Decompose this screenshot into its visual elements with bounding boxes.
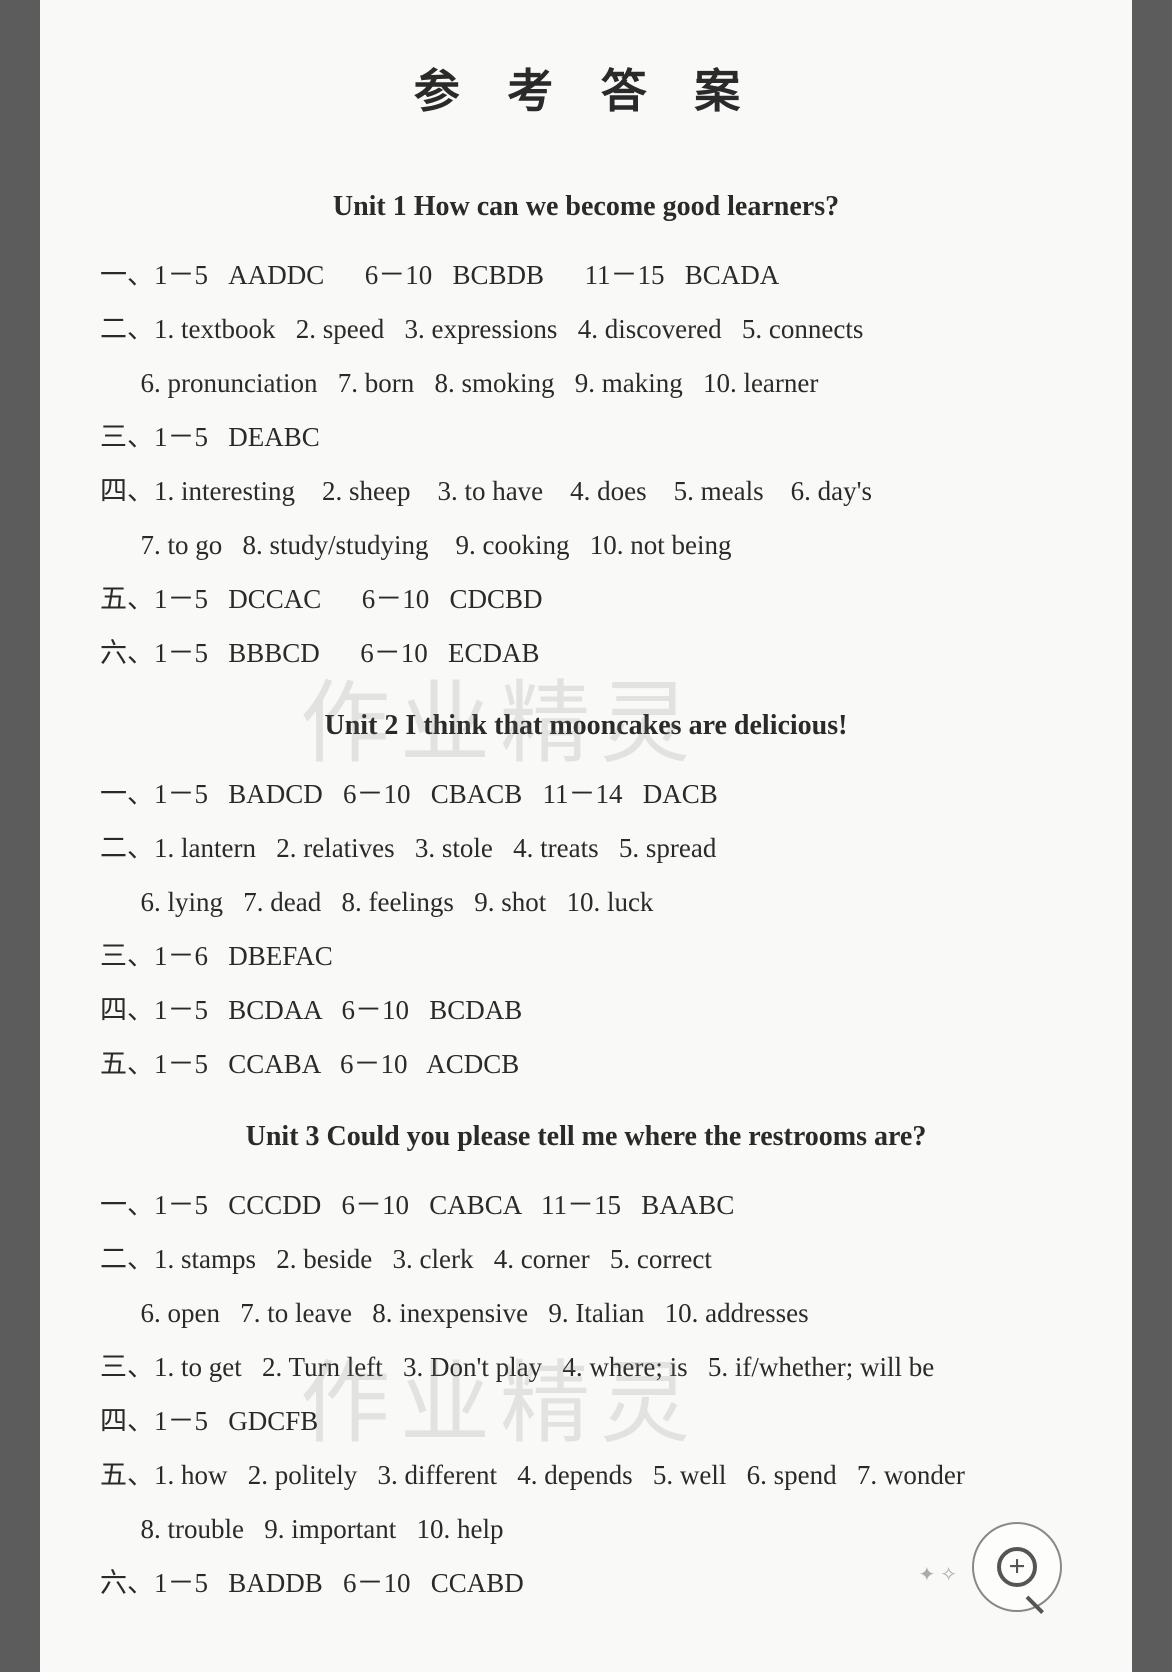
answer-line: 二、1. lantern 2. relatives 3. stole 4. tr… (100, 821, 1072, 875)
answer-line: 二、1. stamps 2. beside 3. clerk 4. corner… (100, 1232, 1072, 1286)
document-page: 参 考 答 案 Unit 1 How can we become good le… (40, 0, 1132, 1672)
answer-line: 6. lying 7. dead 8. feelings 9. shot 10.… (100, 875, 1072, 929)
answer-line: 一、1－5 AADDC 6－10 BCBDB 11－15 BCADA (100, 248, 1072, 302)
answer-line: 四、1. interesting 2. sheep 3. to have 4. … (100, 464, 1072, 518)
answer-line: 8. trouble 9. important 10. help (100, 1502, 1072, 1556)
magnifier-icon: + (997, 1547, 1037, 1587)
answer-line: 7. to go 8. study/studying 9. cooking 10… (100, 518, 1072, 572)
answer-line: 五、1－5 CCABA 6－10 ACDCB (100, 1037, 1072, 1091)
answer-line: 四、1－5 BCDAA 6－10 BCDAB (100, 983, 1072, 1037)
unit-2-heading: Unit 2 I think that mooncakes are delici… (100, 710, 1072, 742)
answer-line: 四、1－5 GDCFB (100, 1394, 1072, 1448)
answer-line: 三、1－5 DEABC (100, 410, 1072, 464)
unit-1-heading: Unit 1 How can we become good learners? (100, 191, 1072, 223)
plus-icon: + (1008, 1552, 1025, 1582)
page-title: 参 考 答 案 (100, 55, 1072, 121)
answer-line: 二、1. textbook 2. speed 3. expressions 4.… (100, 302, 1072, 356)
answer-line: 五、1. how 2. politely 3. different 4. dep… (100, 1448, 1072, 1502)
answer-line: 三、1. to get 2. Turn left 3. Don't play 4… (100, 1340, 1072, 1394)
answer-line: 6. open 7. to leave 8. inexpensive 9. It… (100, 1286, 1072, 1340)
answer-line: 一、1－5 BADCD 6－10 CBACB 11－14 DACB (100, 767, 1072, 821)
answer-line: 6. pronunciation 7. born 8. smoking 9. m… (100, 356, 1072, 410)
sparkle-icon: ✦ ✧ (918, 1562, 957, 1587)
answer-line: 一、1－5 CCCDD 6－10 CABCA 11－15 BAABC (100, 1178, 1072, 1232)
unit-3-heading: Unit 3 Could you please tell me where th… (100, 1121, 1072, 1153)
answer-line: 三、1－6 DBEFAC (100, 929, 1072, 983)
zoom-in-button[interactable]: + (972, 1522, 1062, 1612)
answer-line: 五、1－5 DCCAC 6－10 CDCBD (100, 572, 1072, 626)
answer-line: 六、1－5 BBBCD 6－10 ECDAB (100, 626, 1072, 680)
